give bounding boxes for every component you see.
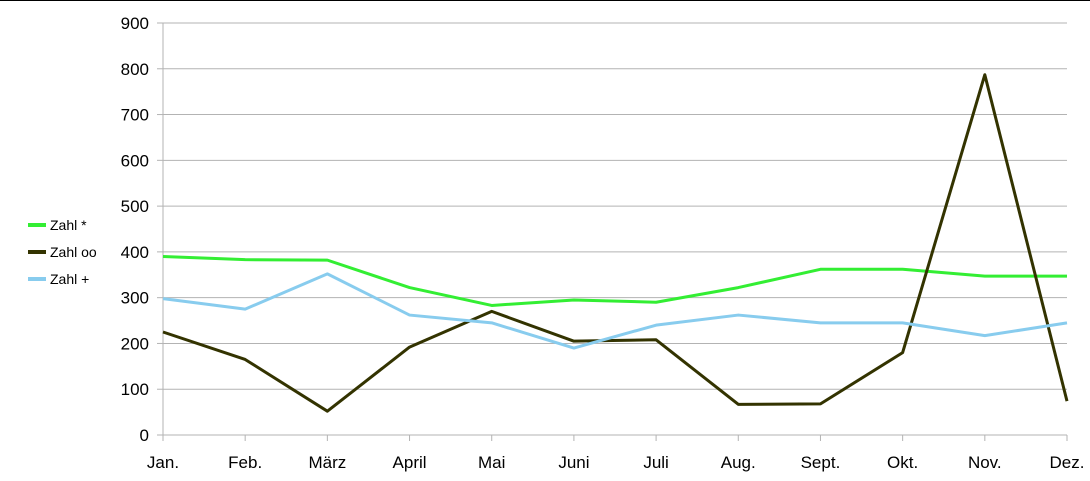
x-tick-label: Feb. — [228, 453, 262, 472]
y-tick-label: 200 — [121, 334, 149, 353]
y-tick-label: 500 — [121, 197, 149, 216]
gridlines — [163, 22, 1067, 390]
x-tick-label: April — [393, 453, 427, 472]
x-tick-label: Okt. — [887, 453, 918, 472]
y-axis-ticks: 0 100 200 300 400 500 600 700 800 900 — [121, 14, 149, 445]
y-tick-label: 300 — [121, 289, 149, 308]
x-tick-label: März — [308, 453, 346, 472]
y-tick-label: 0 — [140, 426, 149, 445]
series-lines — [162, 73, 1069, 413]
legend-label: Zahl oo — [50, 243, 97, 260]
series-line-2 — [162, 272, 1068, 350]
x-tick-label: Dez. — [1050, 453, 1085, 472]
series-line-0 — [162, 254, 1067, 307]
x-axis-ticks: Jan. Feb. März April Mai Juni Juli Aug. Sept. Okt… — [147, 453, 1085, 472]
series-line-1 — [162, 73, 1069, 413]
x-tick-label: Juli — [643, 453, 669, 472]
x-tick-label: Jan. — [147, 453, 179, 472]
y-tick-label: 700 — [121, 106, 149, 125]
legend-label: Zahl + — [50, 270, 90, 287]
legend-item: Zahl * — [28, 211, 97, 238]
legend-item: Zahl oo — [28, 238, 97, 265]
legend-swatch — [28, 222, 46, 227]
x-tick-label: Mai — [478, 453, 505, 472]
top-border — [0, 0, 1090, 1]
legend-swatch — [28, 249, 46, 254]
y-tick-label: 800 — [121, 60, 149, 79]
y-tick-label: 100 — [121, 380, 149, 399]
x-tick-label: Sept. — [801, 453, 841, 472]
legend-swatch — [28, 276, 46, 281]
x-tick-label: Nov. — [968, 453, 1002, 472]
x-tick-label: Juni — [558, 453, 589, 472]
y-tick-label: 900 — [121, 14, 149, 33]
legend-label: Zahl * — [50, 216, 87, 233]
legend-item: Zahl + — [28, 265, 97, 292]
y-tick-label: 600 — [121, 151, 149, 170]
x-tick-label: Aug. — [721, 453, 756, 472]
y-tick-label: 400 — [121, 243, 149, 262]
axes — [157, 22, 1068, 441]
legend: Zahl * Zahl oo Zahl + — [28, 211, 97, 292]
